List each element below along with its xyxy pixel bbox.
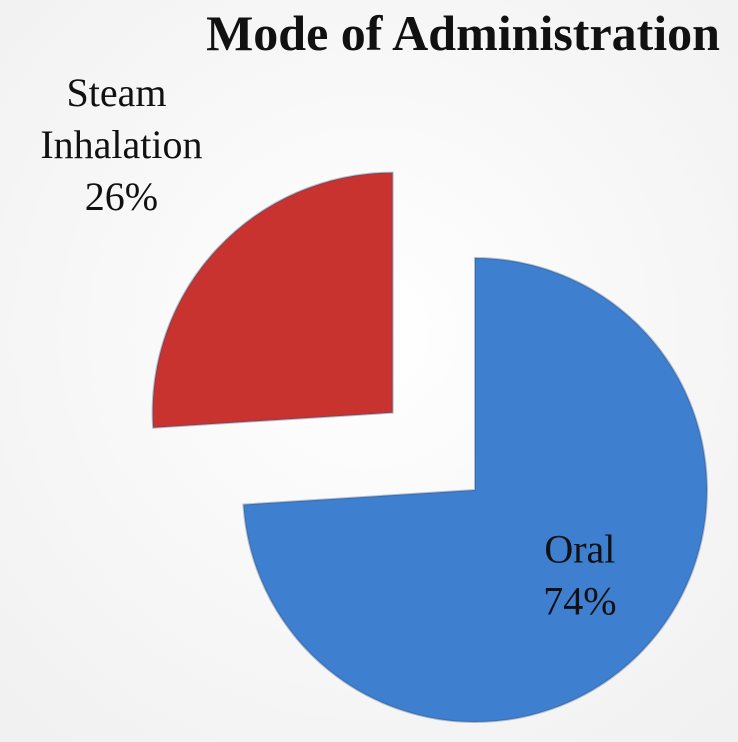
pie-slice (242, 256, 708, 723)
chart-title: Mode of Administration (206, 5, 720, 61)
pie-slice (151, 171, 394, 429)
slice-label: Steam Inhalation (40, 70, 202, 167)
value-label: 26% (85, 174, 158, 219)
value-label: 74% (543, 578, 616, 623)
slice-label: Oral (544, 526, 615, 571)
